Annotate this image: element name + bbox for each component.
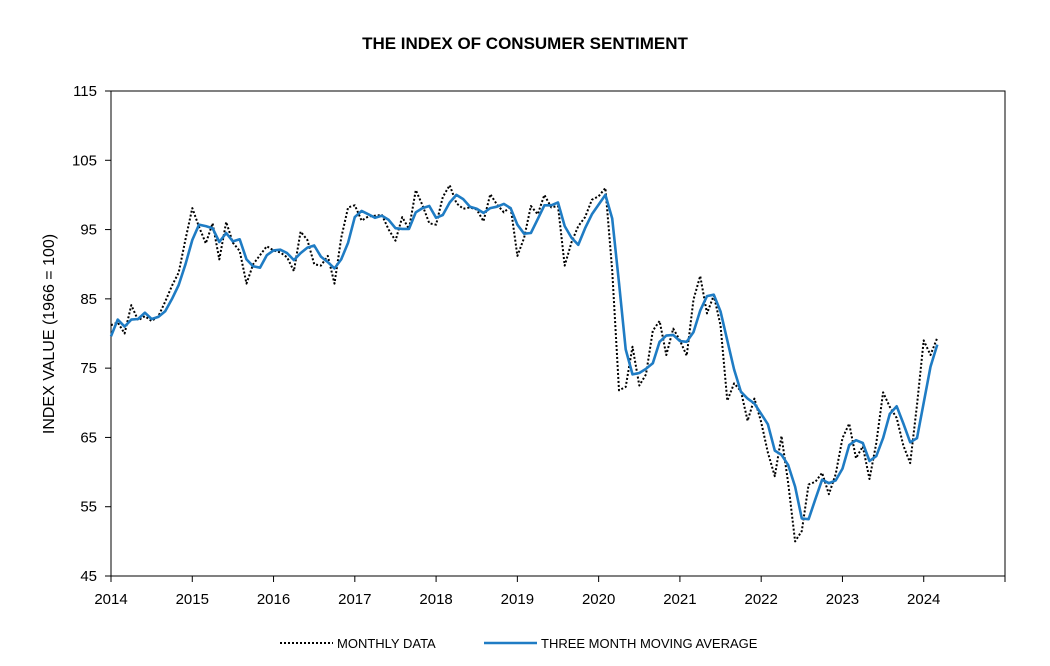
x-axis: 2014 2015 2016 2017 2018 2019 2020 2021 2022 2023… xyxy=(94,576,1006,608)
y-tick-label: 105 xyxy=(72,152,97,169)
x-tick-label: 2023 xyxy=(826,591,859,608)
x-tick-label: 2016 xyxy=(257,591,290,608)
y-tick-label: 85 xyxy=(80,291,97,308)
x-tick-label: 2018 xyxy=(419,591,452,608)
y-tick-label: 115 xyxy=(73,83,97,100)
y-axis-title: INDEX VALUE (1966 = 100) xyxy=(41,234,58,434)
x-tick-label: 2021 xyxy=(663,591,696,608)
monthly-data-line xyxy=(110,184,939,543)
x-tick-label: 2024 xyxy=(907,591,940,608)
legend-label-monthly: MONTHLY DATA xyxy=(337,636,436,651)
x-tick-label: 2019 xyxy=(501,591,534,608)
legend: MONTHLY DATA THREE MONTH MOVING AVERAGE xyxy=(280,636,758,651)
y-axis: 45 55 65 75 85 95 105 115 xyxy=(72,83,111,585)
moving-average-line xyxy=(109,193,939,521)
plot-area xyxy=(110,90,1006,577)
series-layer xyxy=(109,184,939,543)
legend-label-average: THREE MONTH MOVING AVERAGE xyxy=(541,636,758,651)
x-tick-label: 2015 xyxy=(176,591,209,608)
y-tick-label: 75 xyxy=(80,360,97,377)
x-tick-label: 2020 xyxy=(582,591,615,608)
chart-title: THE INDEX OF CONSUMER SENTIMENT xyxy=(362,34,688,53)
x-tick-label: 2017 xyxy=(338,591,371,608)
y-tick-label: 65 xyxy=(80,429,97,446)
y-tick-label: 45 xyxy=(80,568,97,585)
y-tick-label: 95 xyxy=(80,222,97,239)
x-tick-label: 2014 xyxy=(94,591,127,608)
y-tick-label: 55 xyxy=(80,499,97,516)
x-tick-label: 2022 xyxy=(744,591,777,608)
